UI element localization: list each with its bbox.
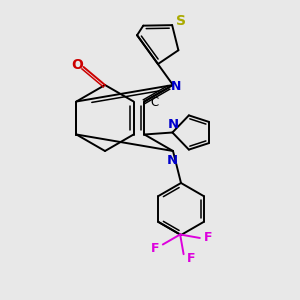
Text: N: N — [170, 80, 181, 93]
Text: C: C — [150, 96, 158, 109]
Text: S: S — [176, 14, 186, 28]
Text: O: O — [72, 58, 83, 72]
Text: N: N — [168, 118, 179, 131]
Text: F: F — [188, 252, 196, 265]
Text: F: F — [204, 232, 212, 244]
Text: F: F — [151, 242, 159, 255]
Text: N: N — [167, 154, 178, 166]
